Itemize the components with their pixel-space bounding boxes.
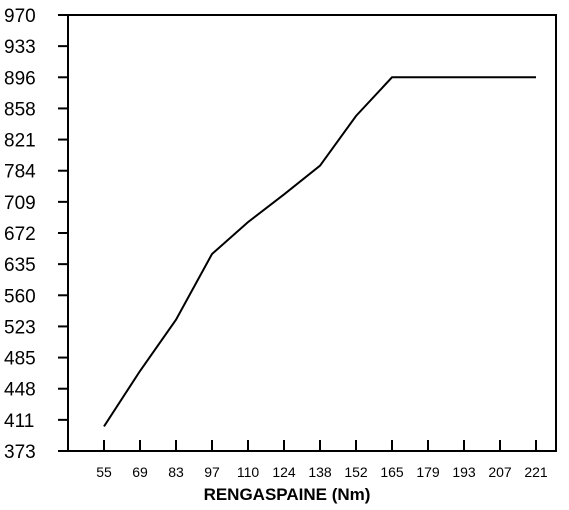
x-tick-label: 138 — [308, 464, 332, 480]
y-tick-label: 411 — [4, 411, 34, 432]
x-tick-label: 152 — [344, 464, 368, 480]
y-tick-label: 672 — [4, 224, 36, 245]
x-tick-label: 69 — [132, 464, 148, 480]
y-tick-label: 858 — [4, 99, 36, 120]
x-tick-label: 207 — [488, 464, 512, 480]
y-tick-label: 821 — [4, 131, 36, 152]
y-tick-label: 373 — [4, 442, 36, 463]
y-tick-label: 709 — [4, 193, 36, 214]
x-tick-label: 165 — [380, 464, 404, 480]
x-tick-label: 221 — [524, 464, 548, 480]
plot-frame — [67, 14, 557, 452]
y-axis: 373 411 448 485 523 560 635 672 709 784 821 858 896 9… — [4, 6, 68, 463]
x-tick-label: 193 — [452, 464, 476, 480]
y-tick-label: 933 — [4, 37, 36, 58]
y-tick-label: 448 — [4, 380, 36, 401]
y-tick-label: 970 — [4, 6, 36, 27]
y-tick-label: 523 — [4, 317, 36, 338]
x-tick-label: 83 — [168, 464, 184, 480]
y-tick-label: 896 — [4, 68, 36, 89]
x-axis: 55 69 83 97 110 124 138 152 165 179 193 207 221 — [96, 440, 548, 480]
series-line — [103, 76, 536, 427]
x-tick-label: 110 — [237, 464, 260, 480]
y-tick-label: 635 — [4, 255, 36, 276]
x-tick-label: 97 — [204, 464, 220, 480]
y-tick-label: 485 — [4, 349, 36, 370]
x-tick-label: 124 — [272, 464, 296, 480]
x-axis-title: RENGASPAINE (Nm) — [204, 485, 371, 504]
x-tick-label: 55 — [96, 464, 112, 480]
x-tick-label: 179 — [416, 464, 440, 480]
y-tick-label: 784 — [4, 162, 36, 183]
y-tick-label: 560 — [4, 286, 36, 307]
